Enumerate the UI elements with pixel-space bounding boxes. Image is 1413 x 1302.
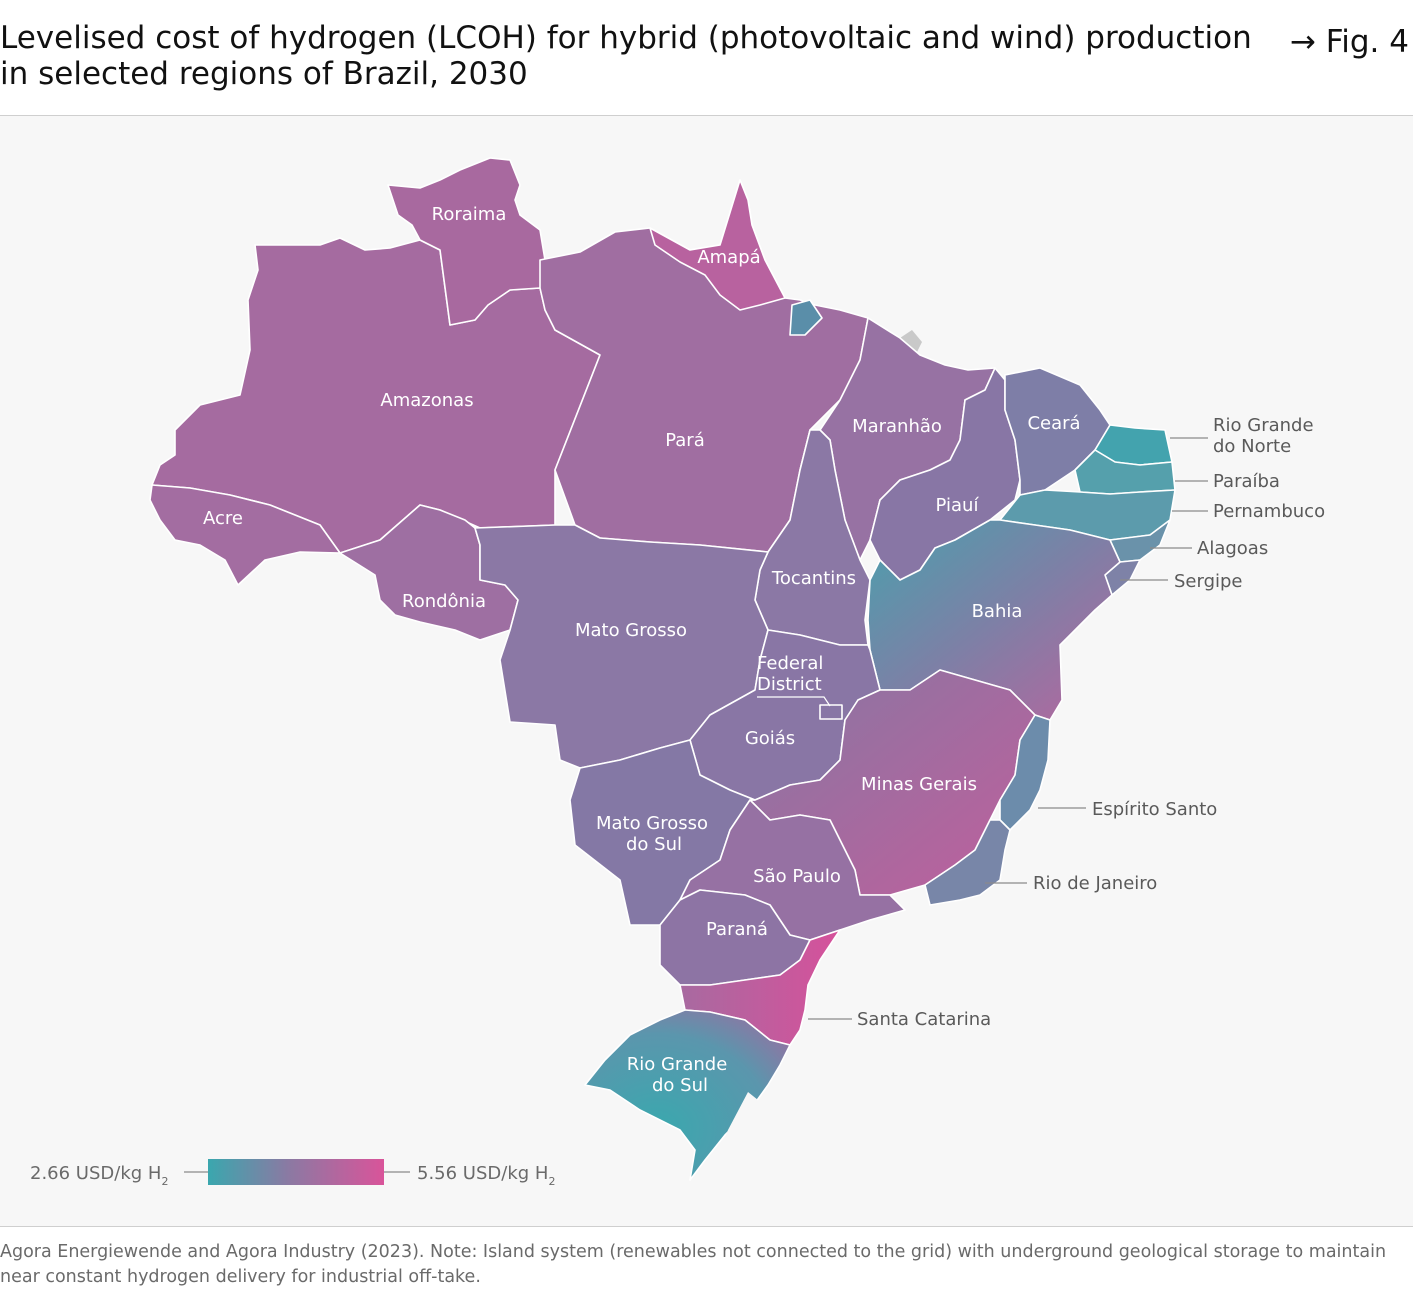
label-pernambuco: Pernambuco xyxy=(1213,501,1325,522)
label-rio-grande-do-norte-line1: Rio Grande xyxy=(1213,415,1314,436)
label-amazonas: Amazonas xyxy=(380,390,473,411)
label-amapa: Amapá xyxy=(697,247,760,268)
label-rio-grande-do-sul-line1: Rio Grande xyxy=(627,1054,728,1075)
legend-max-label: 5.56 USD/kg H2 xyxy=(417,1163,555,1188)
label-mato-grosso: Mato Grosso xyxy=(575,620,687,641)
label-federal-district-line1: Federal xyxy=(757,653,823,674)
state-rio-grande-do-sul[interactable] xyxy=(584,1009,791,1181)
federal-district-leader xyxy=(757,696,831,707)
label-piaui: Piauí xyxy=(936,495,980,516)
label-rio-grande-do-sul-line2: do Sul xyxy=(652,1075,708,1096)
label-espirito-santo: Espírito Santo xyxy=(1092,799,1217,820)
legend-min-label: 2.66 USD/kg H2 xyxy=(30,1163,168,1188)
state-bahia[interactable] xyxy=(867,519,1121,721)
label-santa-catarina: Santa Catarina xyxy=(857,1009,991,1030)
state-rio-de-janeiro[interactable] xyxy=(924,819,1011,906)
label-bahia: Bahia xyxy=(972,601,1023,622)
source-note: Agora Energiewende and Agora Industry (2… xyxy=(0,1242,1387,1287)
label-para: Pará xyxy=(665,430,705,451)
color-legend: 2.66 USD/kg H2 5.56 USD/kg H2 xyxy=(30,1159,555,1188)
figure-number: → Fig. 4 xyxy=(1289,24,1409,60)
label-mato-grosso-do-sul-line1: Mato Grosso xyxy=(596,813,708,834)
label-roraima: Roraima xyxy=(432,204,507,225)
label-sao-paulo: São Paulo xyxy=(753,866,841,887)
label-sergipe: Sergipe xyxy=(1174,571,1243,592)
amapa-coastal-patch xyxy=(789,299,823,336)
bottom-divider xyxy=(0,1226,1413,1227)
label-parana: Paraná xyxy=(706,919,768,940)
top-divider xyxy=(0,115,1413,116)
state-amapa[interactable] xyxy=(649,179,786,311)
label-maranhao: Maranhão xyxy=(852,416,942,437)
label-goias: Goiás xyxy=(745,728,795,749)
label-acre: Acre xyxy=(203,508,243,529)
label-ceara: Ceará xyxy=(1027,413,1080,434)
label-paraiba: Paraíba xyxy=(1213,471,1280,492)
state-acre[interactable] xyxy=(149,484,341,586)
label-mato-grosso-do-sul-line2: do Sul xyxy=(626,834,682,855)
legend-color-bar xyxy=(208,1159,384,1185)
map-panel: Roraima Amapá Amazonas Pará Maranhão Cea… xyxy=(0,116,1413,1226)
state-federal-district[interactable] xyxy=(819,704,843,720)
label-federal-district-line2: District xyxy=(757,674,822,695)
label-rondonia: Rondônia xyxy=(402,591,486,612)
label-rio-de-janeiro: Rio de Janeiro xyxy=(1033,873,1157,894)
label-alagoas: Alagoas xyxy=(1197,538,1268,559)
figure-title: Levelised cost of hydrogen (LCOH) for hy… xyxy=(0,20,1252,92)
label-minas-gerais: Minas Gerais xyxy=(861,774,977,795)
label-tocantins: Tocantins xyxy=(771,568,856,589)
label-rio-grande-do-norte-line2: do Norte xyxy=(1213,436,1291,457)
patos-lagoon xyxy=(720,1092,758,1150)
brazil-lcoh-map: Roraima Amapá Amazonas Pará Maranhão Cea… xyxy=(30,157,1325,1188)
